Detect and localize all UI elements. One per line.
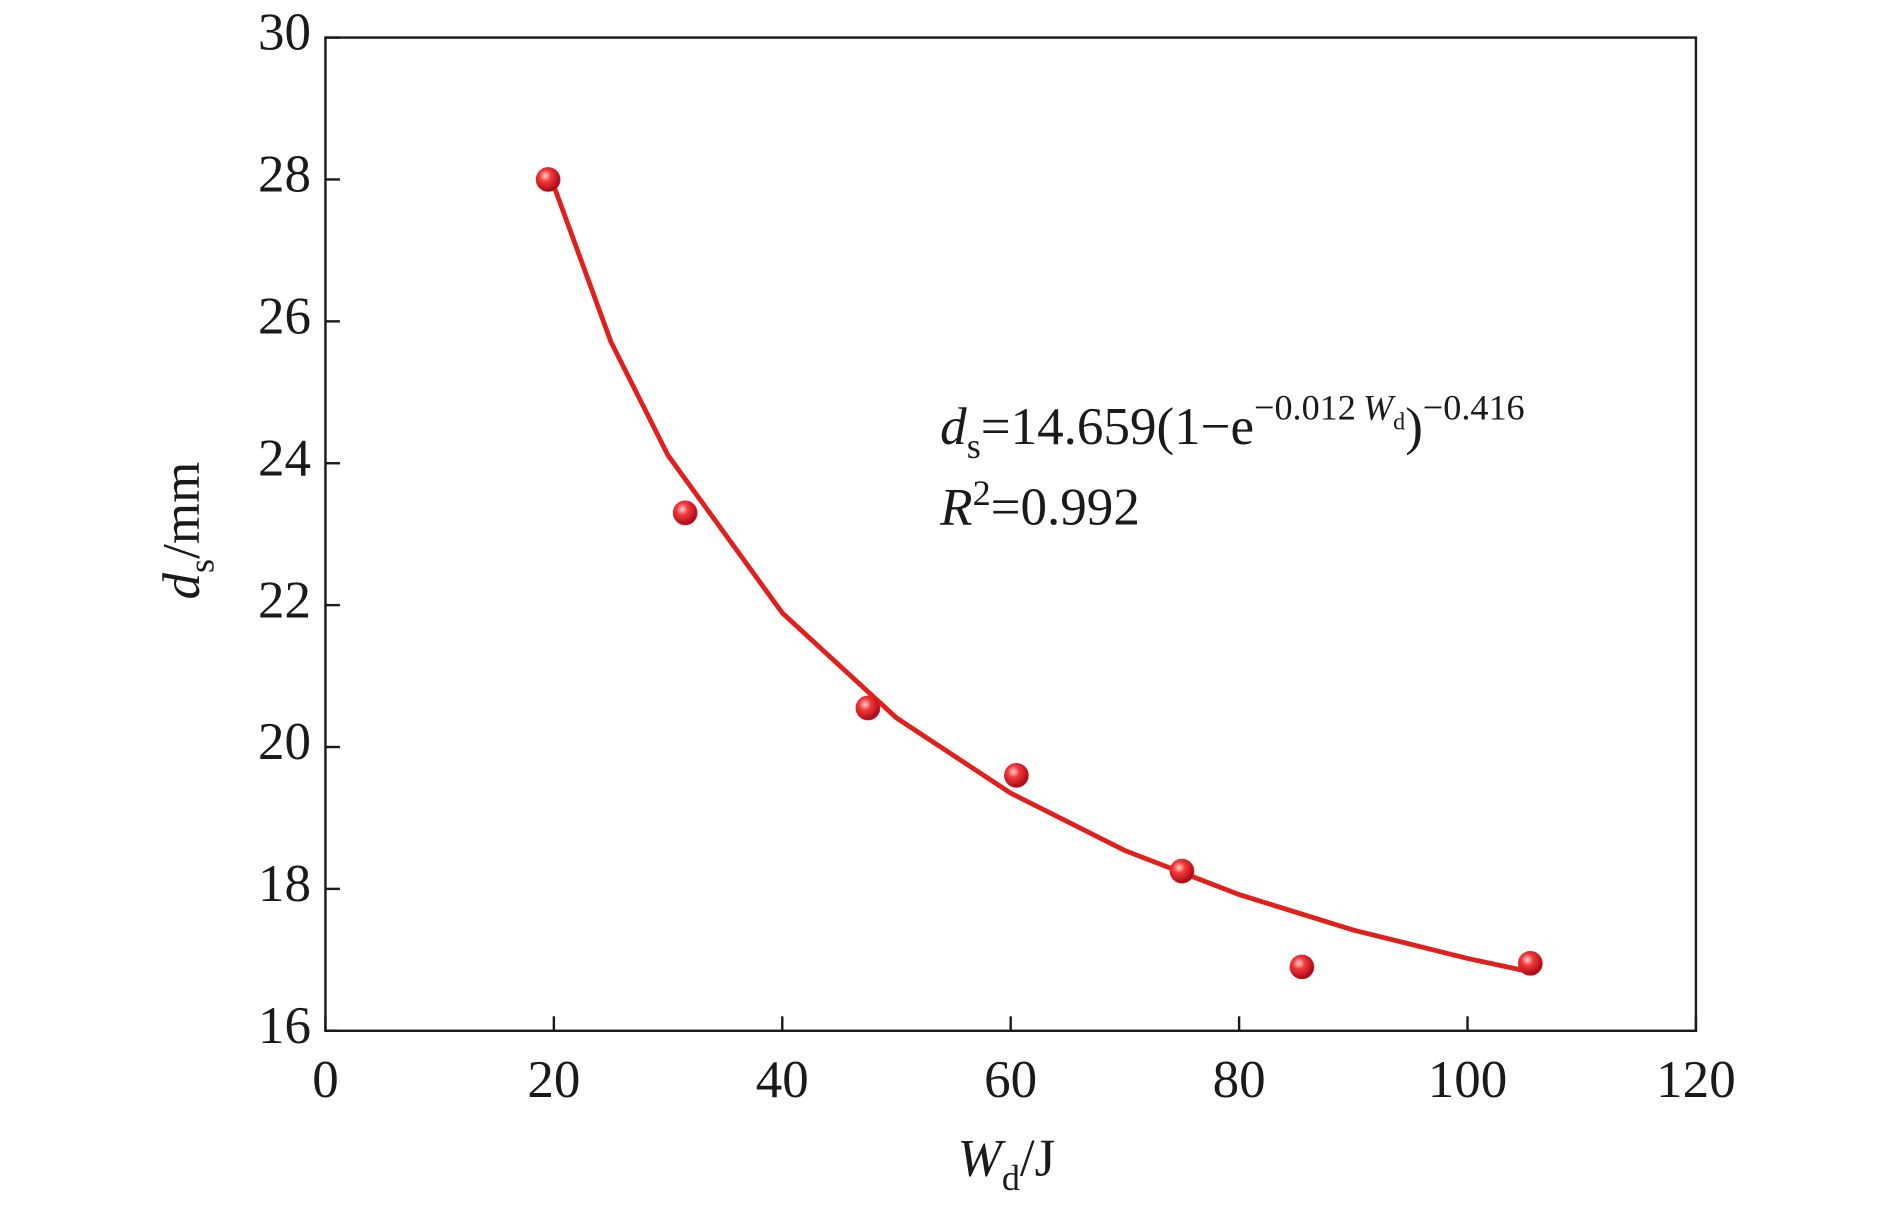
- data-point: [1517, 951, 1543, 976]
- y-tick-label: 20: [258, 713, 311, 771]
- y-tick-label: 18: [258, 855, 311, 913]
- data-point: [535, 167, 561, 192]
- x-tick-label: 0: [312, 1051, 339, 1109]
- y-tick-label: 28: [258, 146, 311, 204]
- x-tick-label: 120: [1656, 1051, 1736, 1109]
- x-axis-label: Wd/J: [958, 1129, 1056, 1197]
- data-point: [672, 500, 698, 526]
- y-tick-label: 26: [258, 288, 311, 346]
- data-point: [855, 695, 881, 721]
- x-tick-label: 20: [527, 1051, 580, 1109]
- data-point: [1169, 858, 1195, 884]
- x-tick-label: 100: [1428, 1051, 1508, 1109]
- plot-frame: [324, 36, 1698, 1032]
- x-tick-label: 80: [1213, 1051, 1266, 1109]
- y-axis-label: ds/mm: [153, 462, 221, 600]
- fit-equation: ds=14.659(1−e−0.012 Wd)−0.416: [940, 388, 1524, 467]
- data-point: [1004, 763, 1029, 788]
- data-point: [1289, 954, 1315, 980]
- y-tick-label: 16: [258, 997, 311, 1055]
- fit-curve: [545, 169, 1531, 975]
- r-squared: R2=0.992: [939, 473, 1140, 536]
- y-tick-label: 22: [258, 571, 311, 629]
- x-tick-label: 60: [984, 1051, 1037, 1109]
- y-tick-label: 30: [258, 4, 311, 62]
- x-tick-label: 40: [756, 1051, 809, 1109]
- y-tick-label: 24: [258, 429, 311, 487]
